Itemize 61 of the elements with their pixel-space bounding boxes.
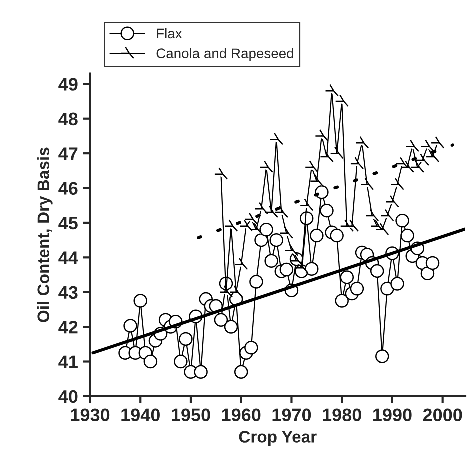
- x-tick-label: 1950: [172, 408, 210, 422]
- point: [219, 285, 234, 298]
- point: [280, 226, 294, 239]
- point: [406, 140, 420, 152]
- x-tick-label: 1960: [222, 408, 261, 422]
- x-tick-label: 1940: [122, 408, 160, 422]
- point: [365, 209, 380, 222]
- y-tick-label: 47: [58, 148, 78, 160]
- legend-label: Canola and Rapeseed: [156, 48, 294, 62]
- y-axis-title: Oil Content, Dry Basis: [37, 148, 53, 322]
- point: [355, 136, 370, 149]
- point: [390, 178, 404, 190]
- y-tick-label: 43: [58, 286, 78, 300]
- point: [300, 198, 314, 212]
- y-tick-label: 49: [58, 78, 78, 91]
- point: [335, 94, 349, 108]
- point: [376, 223, 390, 236]
- y-tick-label: 46: [58, 182, 78, 195]
- point: [260, 160, 274, 174]
- point: [284, 244, 299, 256]
- x-tick-label: 1980: [323, 408, 362, 422]
- point: [325, 84, 339, 97]
- point: [310, 174, 324, 187]
- y-tick-label: 40: [58, 390, 78, 404]
- point: [315, 129, 329, 142]
- point: [240, 220, 254, 232]
- point: [416, 154, 430, 166]
- point: [244, 212, 258, 226]
- point: [345, 220, 360, 232]
- point: [250, 223, 264, 236]
- x-tick-label: 1990: [374, 408, 412, 422]
- point: [410, 160, 425, 174]
- y-tick-label: 42: [58, 320, 78, 334]
- point: [330, 146, 344, 160]
- point: [426, 150, 440, 163]
- point: [305, 160, 319, 174]
- y-tick-label: 48: [58, 112, 78, 126]
- point: [430, 136, 445, 149]
- point: [224, 220, 238, 232]
- y-tick-label: 41: [58, 356, 78, 368]
- y-tick-label: 45: [58, 217, 78, 230]
- point: [234, 258, 248, 270]
- y-tick-label: 44: [58, 252, 78, 264]
- x-tick-label: 2000: [423, 408, 462, 422]
- point: [380, 209, 394, 222]
- x-tick-label: 1970: [272, 408, 312, 422]
- point: [294, 261, 309, 274]
- point: [229, 285, 244, 298]
- point: [350, 157, 364, 170]
- x-tick-label: 1930: [71, 408, 110, 422]
- point: [264, 206, 278, 218]
- point: [400, 160, 414, 174]
- point: [214, 168, 228, 180]
- point: [420, 140, 435, 152]
- legend-label: Flax: [157, 28, 182, 39]
- point: [270, 132, 284, 146]
- point: [360, 178, 374, 190]
- point: [254, 202, 268, 215]
- point: [386, 195, 400, 208]
- point: [320, 150, 334, 163]
- x-axis-title: Crop Year: [239, 431, 317, 446]
